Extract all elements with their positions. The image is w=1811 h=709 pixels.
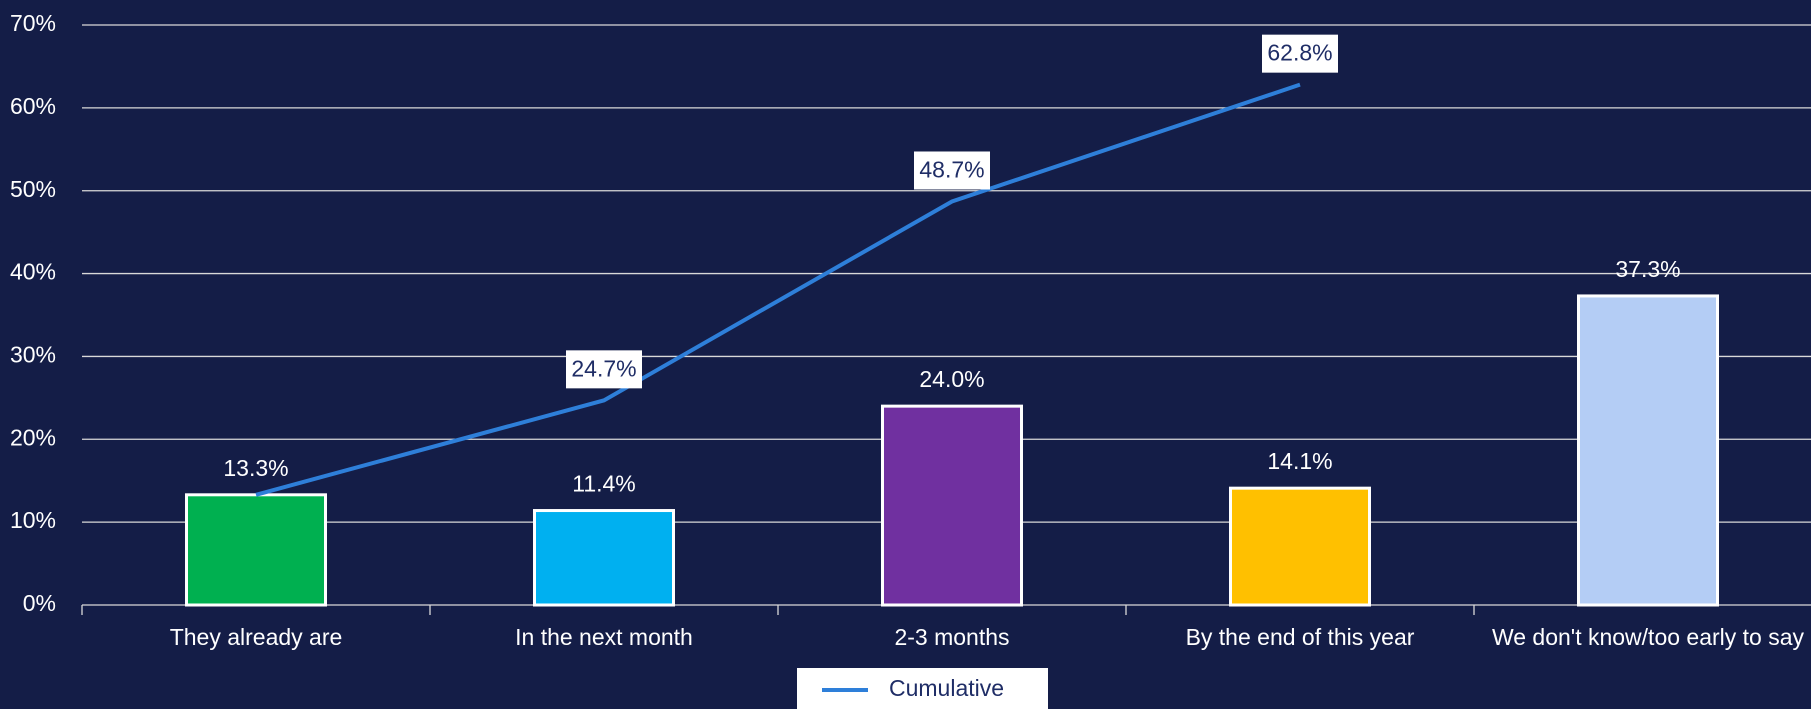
y-tick-label: 10% bbox=[10, 507, 56, 533]
bar bbox=[185, 493, 327, 607]
bar bbox=[533, 509, 675, 607]
label-background bbox=[1262, 34, 1338, 73]
y-tick-label: 70% bbox=[10, 10, 56, 36]
y-tick-label: 20% bbox=[10, 424, 56, 450]
bar-value-label: 11.4% bbox=[572, 471, 636, 497]
y-tick-label: 50% bbox=[10, 176, 56, 202]
line-value-label-box: 48.7% bbox=[914, 151, 990, 190]
line-value-label: 24.7% bbox=[571, 355, 636, 381]
bar bbox=[1229, 486, 1371, 607]
line-value-label-box: 62.8% bbox=[1262, 34, 1338, 73]
line-value-label: 62.8% bbox=[1267, 40, 1332, 66]
label-background bbox=[914, 151, 990, 190]
bar-value-label: 37.3% bbox=[1615, 256, 1680, 282]
bar bbox=[1577, 294, 1719, 607]
x-tick-label: 2-3 months bbox=[894, 624, 1009, 650]
x-tick-label: By the end of this year bbox=[1186, 624, 1415, 650]
y-tick-label: 40% bbox=[10, 259, 56, 285]
y-tick-label: 30% bbox=[10, 342, 56, 368]
bar-value-label: 14.1% bbox=[1267, 448, 1332, 474]
y-tick-label: 0% bbox=[23, 590, 56, 616]
line-value-label: 48.7% bbox=[919, 157, 984, 183]
legend-label: Cumulative bbox=[889, 675, 1004, 701]
x-tick-label: We don't know/too early to say bbox=[1492, 624, 1805, 650]
bar-value-label: 24.0% bbox=[919, 366, 984, 392]
bar bbox=[881, 404, 1023, 607]
bar-value-label: 13.3% bbox=[223, 455, 288, 481]
x-tick-label: In the next month bbox=[515, 624, 693, 650]
x-tick-label: They already are bbox=[170, 624, 343, 650]
legend: Cumulative bbox=[797, 668, 1048, 709]
y-tick-label: 60% bbox=[10, 93, 56, 119]
line-series bbox=[255, 82, 1301, 497]
line-value-label-box: 24.7% bbox=[566, 350, 642, 389]
label-background bbox=[566, 350, 642, 389]
